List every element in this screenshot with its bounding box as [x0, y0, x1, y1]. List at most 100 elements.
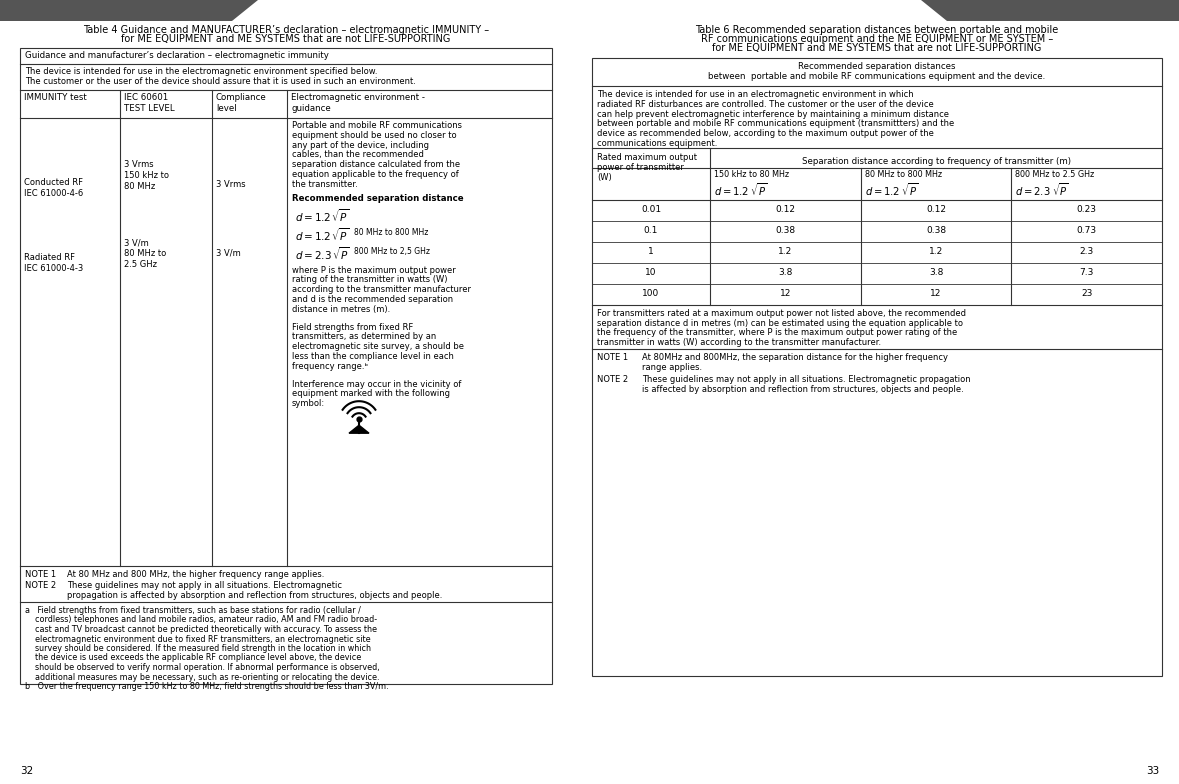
Text: At 80 MHz and 800 MHz, the higher frequency range applies.: At 80 MHz and 800 MHz, the higher freque…: [67, 570, 324, 579]
Text: equipment should be used no closer to: equipment should be used no closer to: [292, 131, 456, 140]
Text: Recommended separation distance: Recommended separation distance: [292, 194, 463, 202]
Text: where P is the maximum output power: where P is the maximum output power: [292, 266, 456, 274]
Text: $d = 1.2\;\sqrt{P}$: $d = 1.2\;\sqrt{P}$: [864, 181, 918, 198]
Text: NOTE 2: NOTE 2: [25, 581, 57, 590]
Text: Table 6 Recommended separation distances between portable and mobile: Table 6 Recommended separation distances…: [696, 25, 1059, 35]
Text: 150 kHz to 80 MHz: 150 kHz to 80 MHz: [714, 170, 789, 179]
Text: cast and TV broadcast cannot be predicted theoretically with accuracy. To assess: cast and TV broadcast cannot be predicte…: [25, 625, 377, 634]
Text: $d = 1.2\;\sqrt{P}$: $d = 1.2\;\sqrt{P}$: [714, 181, 768, 198]
Text: radiated RF disturbances are controlled. The customer or the user of the device: radiated RF disturbances are controlled.…: [597, 100, 934, 109]
Text: Field strengths from fixed RF: Field strengths from fixed RF: [292, 322, 414, 332]
Text: 23: 23: [1081, 289, 1093, 298]
Text: EMC GUIDANCE: EMC GUIDANCE: [960, 6, 1062, 19]
Text: for ME EQUIPMENT and ME SYSTEMS that are not LIFE-SUPPORTING: for ME EQUIPMENT and ME SYSTEMS that are…: [121, 34, 450, 44]
Text: 3 Vrms: 3 Vrms: [216, 180, 245, 189]
Bar: [592, 58, 1162, 676]
Text: range applies.: range applies.: [643, 363, 703, 372]
Text: 0.23: 0.23: [1076, 205, 1096, 214]
Text: For transmitters rated at a maximum output power not listed above, the recommend: For transmitters rated at a maximum outp…: [597, 309, 966, 318]
Text: $d = 1.2\,\sqrt{P}$: $d = 1.2\,\sqrt{P}$: [295, 227, 349, 243]
Text: Portable and mobile RF communications: Portable and mobile RF communications: [292, 121, 462, 130]
Text: between  portable and mobile RF communications equipment and the device.: between portable and mobile RF communica…: [709, 72, 1046, 81]
Text: RF communications equipment and the ME EQUIPMENT or ME SYSTEM –: RF communications equipment and the ME E…: [700, 34, 1053, 44]
Text: symbol:: symbol:: [292, 399, 325, 408]
Text: device as recommended below, according to the maximum output power of the: device as recommended below, according t…: [597, 129, 934, 138]
Polygon shape: [0, 0, 258, 21]
Text: electromagnetic site survey, a should be: electromagnetic site survey, a should be: [292, 342, 465, 351]
Text: survey should be considered. If the measured field strength in the location in w: survey should be considered. If the meas…: [25, 644, 371, 653]
Text: Compliance
level: Compliance level: [216, 93, 266, 113]
Text: 10: 10: [645, 268, 657, 277]
Text: NOTE 1: NOTE 1: [25, 570, 57, 579]
Text: transmitters, as determined by an: transmitters, as determined by an: [292, 332, 436, 341]
Text: cordless) telephones and land mobile radios, amateur radio, AM and FM radio broa: cordless) telephones and land mobile rad…: [25, 615, 377, 625]
Text: equipment marked with the following: equipment marked with the following: [292, 390, 450, 398]
Text: the device is used exceeds the applicable RF compliance level above, the device: the device is used exceeds the applicabl…: [25, 654, 361, 662]
Text: 1.2: 1.2: [778, 247, 792, 256]
Text: NOTE 1: NOTE 1: [597, 353, 628, 362]
Text: 0.73: 0.73: [1076, 226, 1096, 235]
Text: 3.8: 3.8: [929, 268, 943, 277]
Text: IMMUNITY test: IMMUNITY test: [24, 93, 87, 102]
Text: 32: 32: [20, 766, 33, 776]
Text: 33: 33: [1146, 766, 1159, 776]
Text: should be observed to verify normal operation. If abnormal performance is observ: should be observed to verify normal oper…: [25, 663, 380, 672]
Text: 1.2: 1.2: [929, 247, 943, 256]
Text: and d is the recommended separation: and d is the recommended separation: [292, 295, 453, 304]
Text: 0.12: 0.12: [776, 205, 796, 214]
Text: 800 MHz to 2.5 GHz: 800 MHz to 2.5 GHz: [1015, 170, 1094, 179]
Text: propagation is affected by absorption and reflection from structures, objects an: propagation is affected by absorption an…: [67, 591, 442, 600]
Text: Guidance and manufacturer’s declaration – electromagnetic immunity: Guidance and manufacturer’s declaration …: [25, 51, 329, 60]
Text: equation applicable to the frequency of: equation applicable to the frequency of: [292, 170, 459, 179]
Text: Separation distance according to frequency of transmitter (m): Separation distance according to frequen…: [802, 157, 1071, 166]
Text: The device is intended for use in an electromagnetic environment in which: The device is intended for use in an ele…: [597, 90, 914, 99]
Text: 80 MHz to 800 MHz: 80 MHz to 800 MHz: [354, 227, 428, 237]
Text: power of transmitter: power of transmitter: [597, 163, 684, 172]
Text: The device is intended for use in the electromagnetic environment specified belo: The device is intended for use in the el…: [25, 67, 377, 76]
Text: 1: 1: [648, 247, 654, 256]
Text: rating of the transmitter in watts (W): rating of the transmitter in watts (W): [292, 275, 448, 285]
Text: 3 Vrms
150 kHz to
80 MHz: 3 Vrms 150 kHz to 80 MHz: [124, 160, 169, 191]
Text: 100: 100: [643, 289, 659, 298]
Text: Recommended separation distances: Recommended separation distances: [798, 62, 956, 71]
Text: distance in metres (m).: distance in metres (m).: [292, 305, 390, 314]
Text: b   Over the frequency range 150 kHz to 80 MHz, field strengths should be less t: b Over the frequency range 150 kHz to 80…: [25, 682, 389, 691]
Text: Conducted RF
IEC 61000-4-6: Conducted RF IEC 61000-4-6: [24, 178, 84, 198]
Text: $d = 2.3\;\sqrt{P}$: $d = 2.3\;\sqrt{P}$: [1015, 181, 1069, 198]
Text: 0.38: 0.38: [776, 226, 796, 235]
Text: 3 V/m
80 MHz to
2.5 GHz: 3 V/m 80 MHz to 2.5 GHz: [124, 238, 166, 269]
Text: according to the transmitter manufacturer: according to the transmitter manufacture…: [292, 285, 470, 294]
Text: 800 MHz to 2,5 GHz: 800 MHz to 2,5 GHz: [354, 247, 430, 256]
Text: additional measures may be necessary, such as re-orienting or relocating the dev: additional measures may be necessary, su…: [25, 673, 380, 681]
Text: Rated maximum output: Rated maximum output: [597, 153, 697, 162]
Text: 0.1: 0.1: [644, 226, 658, 235]
Text: These guidelines may not apply in all situations. Electromagnetic propagation: These guidelines may not apply in all si…: [643, 375, 970, 384]
Text: for ME EQUIPMENT and ME SYSTEMS that are not LIFE-SUPPORTING: for ME EQUIPMENT and ME SYSTEMS that are…: [712, 43, 1042, 53]
Text: electromagnetic environment due to fixed RF transmitters, an electromagnetic sit: electromagnetic environment due to fixed…: [25, 634, 370, 644]
Text: can help prevent electromagnetic interference by maintaining a minimum distance: can help prevent electromagnetic interfe…: [597, 110, 949, 118]
Text: the transmitter.: the transmitter.: [292, 180, 357, 189]
Bar: [20, 48, 552, 684]
Text: communications equipment.: communications equipment.: [597, 139, 717, 148]
Text: Table 4 Guidance and MANUFACTURER’s declaration – electromagnetic IMMUNITY –: Table 4 Guidance and MANUFACTURER’s decl…: [83, 25, 489, 35]
Polygon shape: [349, 425, 369, 434]
Text: separation distance calculated from the: separation distance calculated from the: [292, 160, 460, 169]
Text: Interference may occur in the vicinity of: Interference may occur in the vicinity o…: [292, 379, 461, 389]
Text: 3.8: 3.8: [778, 268, 792, 277]
Text: 12: 12: [779, 289, 791, 298]
Text: 0.12: 0.12: [926, 205, 946, 214]
Text: Radiated RF
IEC 61000-4-3: Radiated RF IEC 61000-4-3: [24, 253, 84, 273]
Text: frequency range.ᵇ: frequency range.ᵇ: [292, 361, 368, 371]
Text: between portable and mobile RF communications equipment (transmittters) and the: between portable and mobile RF communica…: [597, 119, 954, 129]
Text: $d = 2.3\,\sqrt{P}$: $d = 2.3\,\sqrt{P}$: [295, 245, 350, 263]
Text: 3 V/m: 3 V/m: [216, 248, 241, 257]
Text: At 80MHz and 800MHz, the separation distance for the higher frequency: At 80MHz and 800MHz, the separation dist…: [643, 353, 948, 362]
Text: the frequency of the transmitter, where P is the maximum output power rating of : the frequency of the transmitter, where …: [597, 328, 957, 337]
Text: cables, than the recommended: cables, than the recommended: [292, 151, 424, 159]
Polygon shape: [921, 0, 1179, 21]
Text: 80 MHz to 800 MHz: 80 MHz to 800 MHz: [864, 170, 942, 179]
Text: a   Field strengths from fixed transmitters, such as base stations for radio (ce: a Field strengths from fixed transmitter…: [25, 606, 361, 615]
Text: 12: 12: [930, 289, 942, 298]
Text: (W): (W): [597, 173, 612, 182]
Text: IEC 60601
TEST LEVEL: IEC 60601 TEST LEVEL: [124, 93, 174, 113]
